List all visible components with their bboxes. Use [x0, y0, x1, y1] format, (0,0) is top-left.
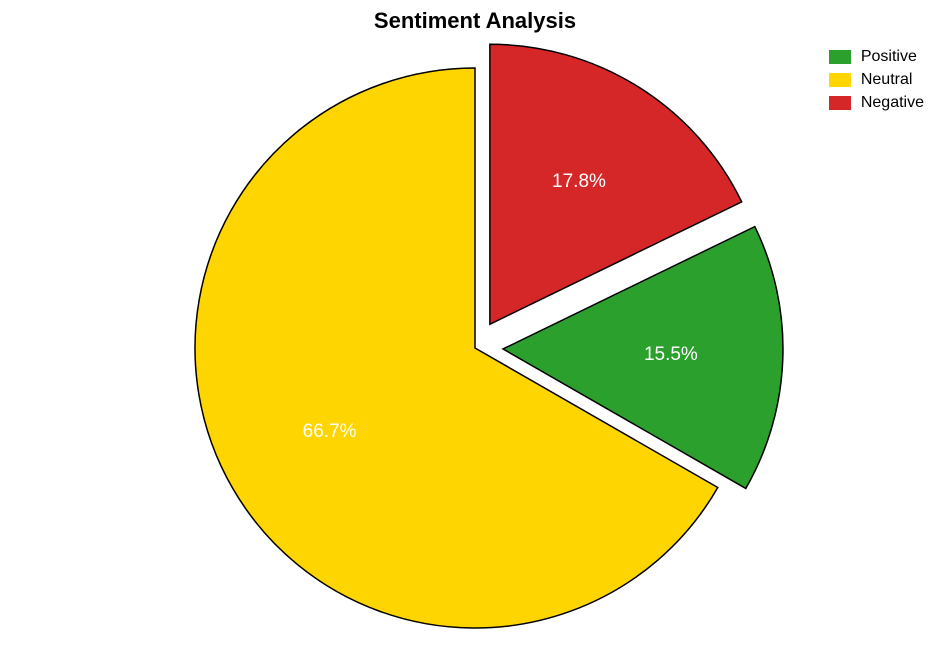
slice-label-positive: 15.5%: [644, 344, 698, 365]
legend-swatch: [829, 50, 851, 64]
legend-swatch: [829, 96, 851, 110]
legend-label: Positive: [861, 48, 917, 66]
slice-label-neutral: 66.7%: [303, 421, 357, 442]
legend-label: Neutral: [861, 71, 913, 89]
legend-label: Negative: [861, 94, 924, 112]
legend-item: Neutral: [829, 71, 924, 89]
legend-item: Positive: [829, 48, 924, 66]
legend: Positive Neutral Negative: [829, 48, 924, 117]
slice-label-negative: 17.8%: [552, 171, 606, 192]
legend-item: Negative: [829, 94, 924, 112]
legend-swatch: [829, 73, 851, 87]
pie-chart: 17.8% 15.5% 66.7%: [0, 0, 950, 662]
